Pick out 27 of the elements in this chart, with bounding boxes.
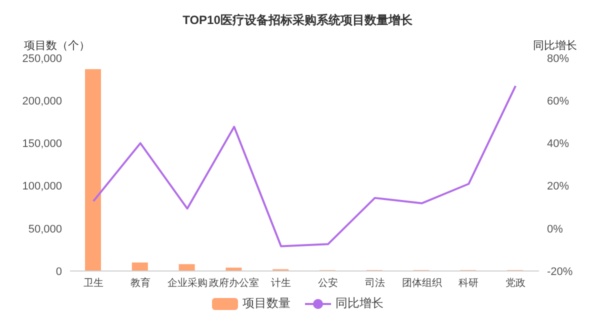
y-tick-label: 0 <box>56 266 62 278</box>
x-tick-label: 政府办公室 <box>209 277 260 290</box>
x-tick-label: 团体组织 <box>402 277 442 290</box>
y2-tick-label: -20% <box>547 266 573 278</box>
x-tick-label: 卫生 <box>83 277 104 290</box>
x-tick-label: 司法 <box>364 277 385 290</box>
x-tick-label: 企业采购 <box>167 277 208 290</box>
x-tick-label: 科研 <box>458 277 479 290</box>
y-tick-label: 200,000 <box>22 96 62 108</box>
y2-axis-title: 同比增长 <box>533 39 577 53</box>
y-tick-label: 50,000 <box>28 223 62 236</box>
y-tick-label: 100,000 <box>22 180 62 193</box>
y2-tick-label: 40% <box>547 138 570 150</box>
chart-title: TOP10医疗设备招标采购系统项目数量增长 <box>182 12 414 29</box>
x-tick-label: 党政 <box>506 277 526 290</box>
legend-label: 项目数量 <box>242 295 290 312</box>
y2-tick-label: 80% <box>547 52 570 65</box>
legend-label: 同比增长 <box>334 295 384 312</box>
y-axis-title: 项目数（个） <box>24 39 90 53</box>
x-tick-label: 教育 <box>130 277 150 290</box>
y-tick-label: 250,000 <box>22 52 62 65</box>
y2-tick-label: 0% <box>547 223 564 236</box>
y2-tick-label: 60% <box>547 96 570 108</box>
y-tick-label: 150,000 <box>22 138 62 150</box>
x-tick-label: 公安 <box>318 277 338 290</box>
y2-tick-label: 20% <box>547 180 570 193</box>
x-tick-label: 计生 <box>271 277 292 290</box>
